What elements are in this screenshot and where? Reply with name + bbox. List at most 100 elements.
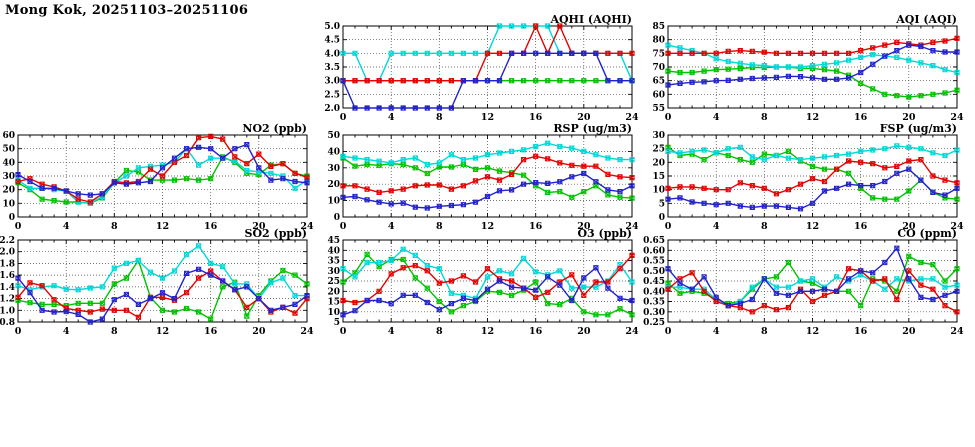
x-tick-label: 8 (761, 221, 768, 232)
series-markers-cyan (665, 143, 960, 163)
chart-aqhi-panel: AQHI (AQHI) 2.0 2.5 3.0 3.5 4.0 4.5 5.0 0 4 8 12 16 2… (313, 14, 653, 136)
chart-title: SO2 (ppb) (245, 228, 308, 240)
x-tick-label: 20 (902, 112, 916, 123)
y-tick-label: 0 (659, 213, 665, 223)
x-tick-label: 20 (252, 221, 266, 232)
y-tick-label: 20 (2, 186, 15, 196)
chart-no2-panel: NO2 (ppb) 0 10 20 30 40 50 60 0 4 8 12 16 20 24 (0, 123, 328, 245)
y-tick-label: 10 (327, 308, 340, 318)
x-tick-label: 24 (300, 326, 314, 337)
chart-title: AQHI (AQHI) (549, 14, 632, 26)
series-markers-blue (665, 245, 960, 309)
y-tick-label: 15 (327, 298, 340, 308)
y-tick-label: 50 (2, 145, 15, 155)
y-tick-label: 3.5 (324, 63, 340, 73)
x-tick-label: 16 (529, 221, 543, 232)
y-tick-label: 0 (334, 213, 340, 223)
gridlines (343, 26, 632, 108)
y-tick-label: 70 (652, 63, 665, 73)
series-markers-red (665, 35, 960, 56)
y-tick-label: 0.45 (643, 277, 665, 287)
chart-rsp-panel: RSP (ug/m3) 0 10 20 30 40 50 0 4 8 12 16 20 24 (313, 123, 653, 245)
x-tick-label: 4 (63, 326, 70, 337)
x-axis-labels: 0 4 8 12 16 20 24 (665, 112, 964, 123)
chart-title: CO (ppm) (897, 228, 957, 240)
series-markers-blue (340, 50, 635, 111)
axis-ticks (667, 134, 958, 218)
x-axis-labels: 0 4 8 12 16 20 24 (340, 112, 639, 123)
y-tick-label: 5 (659, 199, 665, 209)
x-tick-label: 24 (300, 221, 314, 232)
chart-so2-canvas: SO2 (ppb) 0.8 1.01.2 1.4 1.6 1.82.0 2.2 0 4 8 12 16… (0, 228, 314, 337)
chart-aqi-canvas: AQI (AQI) 55 60 65 70 75 80 85 0 4 8 12 16 20 24 (652, 14, 964, 123)
x-tick-label: 24 (950, 112, 964, 123)
y-tick-label: 1.6 (0, 271, 15, 281)
chart-title: RSP (ug/m3) (553, 123, 632, 135)
y-tick-label: 60 (652, 90, 665, 100)
y-tick-label: 1.8 (0, 259, 15, 269)
series-markers-red (665, 157, 960, 197)
x-tick-label: 0 (15, 326, 22, 337)
x-tick-label: 16 (204, 221, 218, 232)
x-tick-label: 8 (436, 326, 443, 337)
chart-co-panel: CO (ppm) 0.25 0.30 0.35 0.40 0.45 0.50 0.55 0.60… (638, 228, 975, 350)
chart-aqhi-canvas: AQHI (AQHI) 2.0 2.5 3.0 3.5 4.0 4.5 5.0 0 4 8 12 16 2… (324, 14, 639, 123)
x-tick-label: 8 (436, 112, 443, 123)
y-tick-label: 40 (327, 246, 340, 256)
y-tick-label: 45 (327, 236, 340, 246)
x-tick-label: 16 (854, 221, 868, 232)
chart-no2-canvas: NO2 (ppb) 0 10 20 30 40 50 60 0 4 8 12 16 20 24 (2, 123, 314, 232)
x-tick-label: 16 (204, 326, 218, 337)
chart-so2-panel: SO2 (ppb) 0.8 1.0 1.2 1.4 1.6 1.8 2.0 2.2 0 4 8 12 16… (0, 228, 328, 350)
series-markers-cyan (15, 243, 310, 302)
x-tick-label: 16 (854, 326, 868, 337)
chart-title: AQI (AQI) (895, 14, 957, 26)
x-tick-label: 4 (713, 112, 720, 123)
y-tick-label: 10 (327, 197, 340, 207)
series-markers-blue (665, 42, 960, 88)
y-tick-label: 1.0 (0, 306, 15, 316)
y-tick-label: 80 (652, 36, 665, 46)
y-tick-label: 15 (652, 172, 665, 182)
y-tick-label: 2.5 (324, 90, 340, 100)
chart-fsp-canvas: FSP (ug/m3) 0 5 10 15 20 25 30 0 4 8 12 16 20 24 (652, 123, 964, 232)
x-tick-label: 8 (111, 221, 118, 232)
y-tick-label: 40 (327, 147, 340, 157)
x-axis-labels: 0 4 8 12 16 20 24 (665, 326, 964, 337)
x-tick-label: 12 (481, 326, 494, 337)
x-tick-label: 12 (481, 112, 494, 123)
y-tick-label: 50 (327, 131, 340, 141)
y-tick-label: 20 (327, 287, 340, 297)
series-markers-green (340, 155, 635, 201)
x-tick-label: 0 (665, 326, 672, 337)
x-tick-label: 12 (806, 326, 819, 337)
x-tick-label: 20 (577, 221, 591, 232)
y-axis-labels: 0.8 1.01.2 1.4 1.6 1.82.0 2.2 (0, 236, 15, 328)
x-tick-label: 16 (854, 112, 868, 123)
x-axis-labels: 0 4 8 12 16 20 24 (340, 326, 639, 337)
y-tick-label: 10 (2, 199, 15, 209)
y-tick-label: 4.0 (324, 49, 340, 59)
x-tick-label: 24 (950, 326, 964, 337)
y-axis-labels: 55 60 65 70 75 80 85 (652, 22, 665, 114)
y-tick-label: 20 (327, 180, 340, 190)
y-tick-label: 1.2 (0, 295, 15, 305)
y-tick-label: 75 (652, 49, 665, 59)
gridlines (668, 26, 957, 108)
x-tick-label: 8 (111, 326, 118, 337)
y-tick-label: 60 (2, 131, 15, 141)
x-tick-label: 20 (252, 326, 266, 337)
x-tick-label: 12 (481, 221, 494, 232)
y-tick-label: 65 (652, 77, 665, 87)
y-tick-label: 30 (652, 131, 665, 141)
x-tick-label: 16 (529, 112, 543, 123)
x-tick-label: 20 (577, 326, 591, 337)
x-tick-label: 20 (902, 326, 916, 337)
x-tick-label: 8 (761, 112, 768, 123)
y-tick-label: 10 (652, 186, 665, 196)
y-tick-label: 2.0 (0, 248, 15, 258)
series-line-green (342, 253, 633, 316)
